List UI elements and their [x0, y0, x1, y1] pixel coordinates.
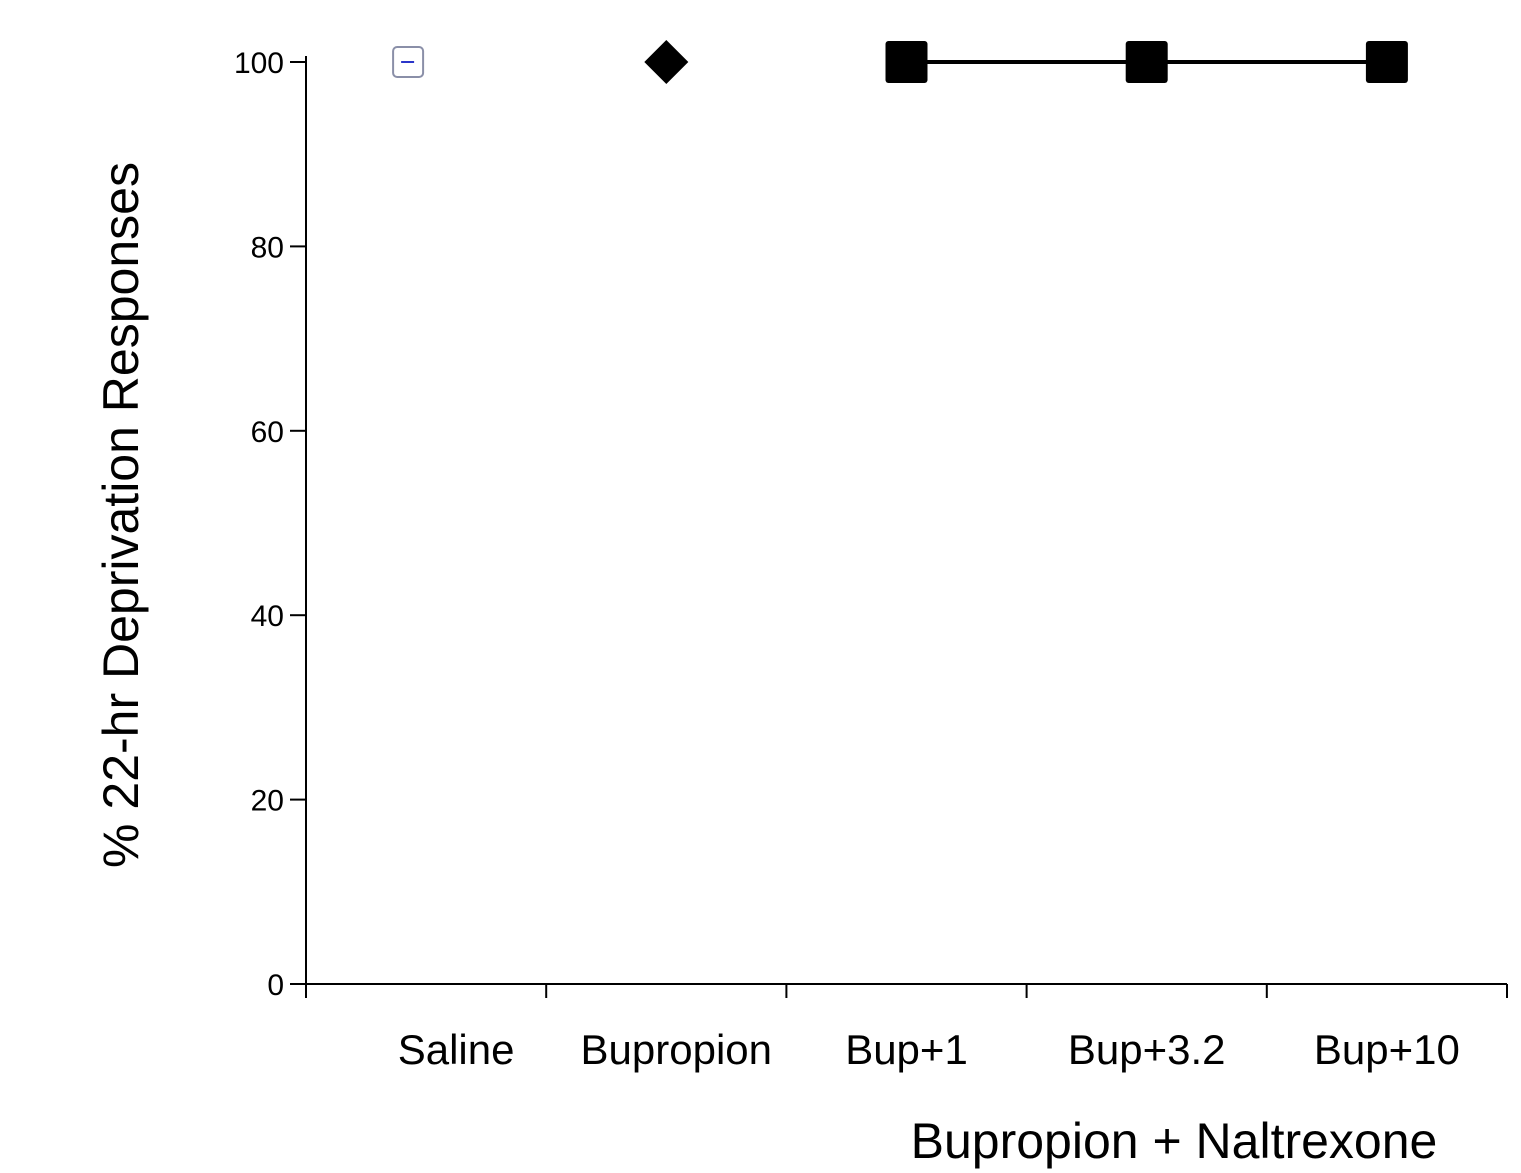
y-tick-label: 40 — [251, 600, 284, 633]
y-tick-label: 20 — [251, 785, 284, 818]
x-tick-label: Bup+3.2 — [1068, 1026, 1226, 1073]
x-tick-label: Bup+1 — [845, 1026, 968, 1073]
data-point-square — [1125, 41, 1168, 83]
data-point-square — [1365, 41, 1408, 83]
x-axis-title: Bupropion + Naltrexone — [911, 1113, 1438, 1169]
data-point-diamond — [644, 40, 689, 84]
y-tick-label: 0 — [267, 969, 284, 1002]
x-tick-label: Bupropion — [581, 1026, 772, 1073]
x-tick-label: Bup+10 — [1314, 1026, 1460, 1073]
y-axis-title: % 22-hr Deprivation Responses — [93, 162, 149, 868]
y-tick-label: 80 — [251, 231, 284, 264]
tick-group: 0 20 40 60 80 100 Saline Bupropion Bup+1 Bup+3.2 B… — [234, 47, 1508, 1073]
x-tick-label: Saline — [398, 1026, 515, 1073]
y-tick-label: 60 — [251, 416, 284, 449]
data-point-square — [885, 41, 928, 83]
markers — [392, 40, 1408, 84]
axes — [305, 56, 1507, 985]
top-edge-artifact — [0, 0, 1521, 6]
y-tick-label: 100 — [234, 47, 284, 80]
